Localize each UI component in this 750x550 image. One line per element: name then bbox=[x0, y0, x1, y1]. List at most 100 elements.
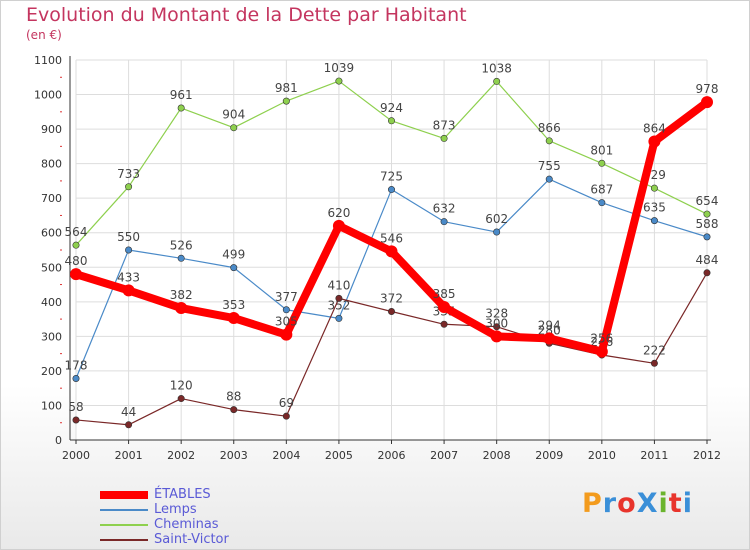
logo-letter: o bbox=[617, 488, 637, 519]
logo-letter: r bbox=[602, 488, 618, 519]
data-point bbox=[125, 246, 133, 254]
logo-letter: i bbox=[658, 488, 669, 519]
data-point bbox=[387, 186, 395, 194]
data-point bbox=[282, 97, 290, 105]
logo-letter: t bbox=[668, 488, 683, 519]
legend-label: ÉTABLES bbox=[154, 487, 211, 502]
data-point bbox=[335, 294, 343, 302]
x-tick-label: 2002 bbox=[167, 449, 195, 462]
data-point bbox=[230, 124, 238, 132]
x-tick-label: 2001 bbox=[115, 449, 143, 462]
x-tick-label: 2000 bbox=[62, 449, 90, 462]
data-point bbox=[177, 254, 185, 262]
data-point bbox=[177, 395, 185, 403]
data-point bbox=[440, 320, 448, 328]
data-point bbox=[440, 134, 448, 142]
y-tick-label: 100 bbox=[41, 399, 62, 412]
data-point bbox=[177, 104, 185, 112]
data-label: 256 bbox=[590, 332, 613, 346]
legend-label: Saint-Victor bbox=[154, 532, 229, 547]
data-label: 873 bbox=[433, 118, 456, 132]
x-tick-label: 2012 bbox=[693, 449, 721, 462]
data-point bbox=[72, 416, 80, 424]
x-tick-label: 2011 bbox=[640, 449, 668, 462]
y-tick-label: 1000 bbox=[34, 89, 62, 102]
data-label: 620 bbox=[327, 206, 350, 220]
data-point bbox=[493, 323, 501, 331]
x-tick-label: 2006 bbox=[378, 449, 406, 462]
data-point bbox=[125, 421, 133, 429]
data-label: 801 bbox=[590, 143, 613, 157]
data-label: 352 bbox=[327, 298, 350, 312]
data-label: 410 bbox=[327, 278, 350, 292]
data-label: 44 bbox=[121, 405, 136, 419]
data-point bbox=[703, 269, 711, 277]
data-point bbox=[230, 264, 238, 272]
data-label: 280 bbox=[538, 323, 561, 337]
legend-label: Lemps bbox=[154, 502, 197, 517]
data-point bbox=[125, 183, 133, 191]
data-label: 866 bbox=[538, 121, 561, 135]
data-point bbox=[230, 406, 238, 414]
data-point bbox=[440, 218, 448, 226]
y-tick-label: 500 bbox=[41, 261, 62, 274]
data-label: 733 bbox=[117, 167, 140, 181]
data-point bbox=[385, 245, 398, 258]
y-tick-label: 300 bbox=[41, 330, 62, 343]
data-label: 725 bbox=[380, 170, 403, 184]
y-tick-label: 1100 bbox=[34, 54, 62, 67]
data-point bbox=[701, 96, 713, 109]
legend-swatch bbox=[100, 508, 148, 511]
legend-item: Saint-Victor bbox=[100, 532, 229, 547]
data-label: 377 bbox=[275, 290, 298, 304]
data-point bbox=[282, 306, 290, 314]
legend-item: Lemps bbox=[100, 502, 229, 517]
data-point bbox=[72, 375, 80, 383]
data-point bbox=[387, 117, 395, 125]
legend-item: ÉTABLES bbox=[100, 487, 229, 502]
data-label: 69 bbox=[279, 396, 294, 410]
data-label: 924 bbox=[380, 101, 403, 115]
data-label: 864 bbox=[643, 122, 666, 136]
data-label: 526 bbox=[170, 238, 193, 252]
data-point bbox=[490, 330, 503, 343]
data-point bbox=[72, 241, 80, 249]
data-label: 550 bbox=[117, 230, 140, 244]
x-tick-label: 2007 bbox=[430, 449, 458, 462]
y-tick-label: 600 bbox=[41, 227, 62, 240]
logo-letter: X bbox=[636, 488, 659, 519]
data-label: 981 bbox=[275, 81, 298, 95]
data-point bbox=[650, 217, 658, 225]
data-point bbox=[545, 137, 553, 145]
data-label: 1038 bbox=[481, 61, 512, 75]
logo-letter: P bbox=[582, 488, 603, 519]
data-point bbox=[70, 268, 82, 281]
y-tick-label: 900 bbox=[41, 123, 62, 136]
data-point bbox=[493, 77, 501, 85]
data-point bbox=[650, 184, 658, 192]
data-point bbox=[122, 284, 135, 297]
data-point bbox=[387, 307, 395, 315]
data-label: 687 bbox=[590, 183, 613, 197]
x-tick-label: 2005 bbox=[325, 449, 353, 462]
data-label: 300 bbox=[485, 316, 508, 330]
data-label: 88 bbox=[226, 390, 241, 404]
chart-title: Evolution du Montant de la Dette par Hab… bbox=[26, 4, 467, 26]
legend-swatch bbox=[100, 490, 148, 499]
data-label: 755 bbox=[538, 159, 561, 173]
x-tick-label: 2009 bbox=[535, 449, 563, 462]
x-tick-label: 2008 bbox=[483, 449, 511, 462]
data-label: 635 bbox=[643, 201, 666, 215]
data-point bbox=[703, 233, 711, 241]
data-label: 480 bbox=[65, 254, 88, 268]
x-tick-label: 2003 bbox=[220, 449, 248, 462]
data-label: 961 bbox=[170, 88, 193, 102]
data-label: 382 bbox=[170, 288, 193, 302]
data-point bbox=[335, 77, 343, 85]
data-label: 484 bbox=[696, 253, 719, 267]
data-label: 904 bbox=[222, 108, 245, 122]
data-label: 654 bbox=[696, 194, 719, 208]
y-tick-label: 200 bbox=[41, 365, 62, 378]
y-tick-label: 0 bbox=[55, 434, 62, 447]
data-label: 328 bbox=[485, 307, 508, 321]
